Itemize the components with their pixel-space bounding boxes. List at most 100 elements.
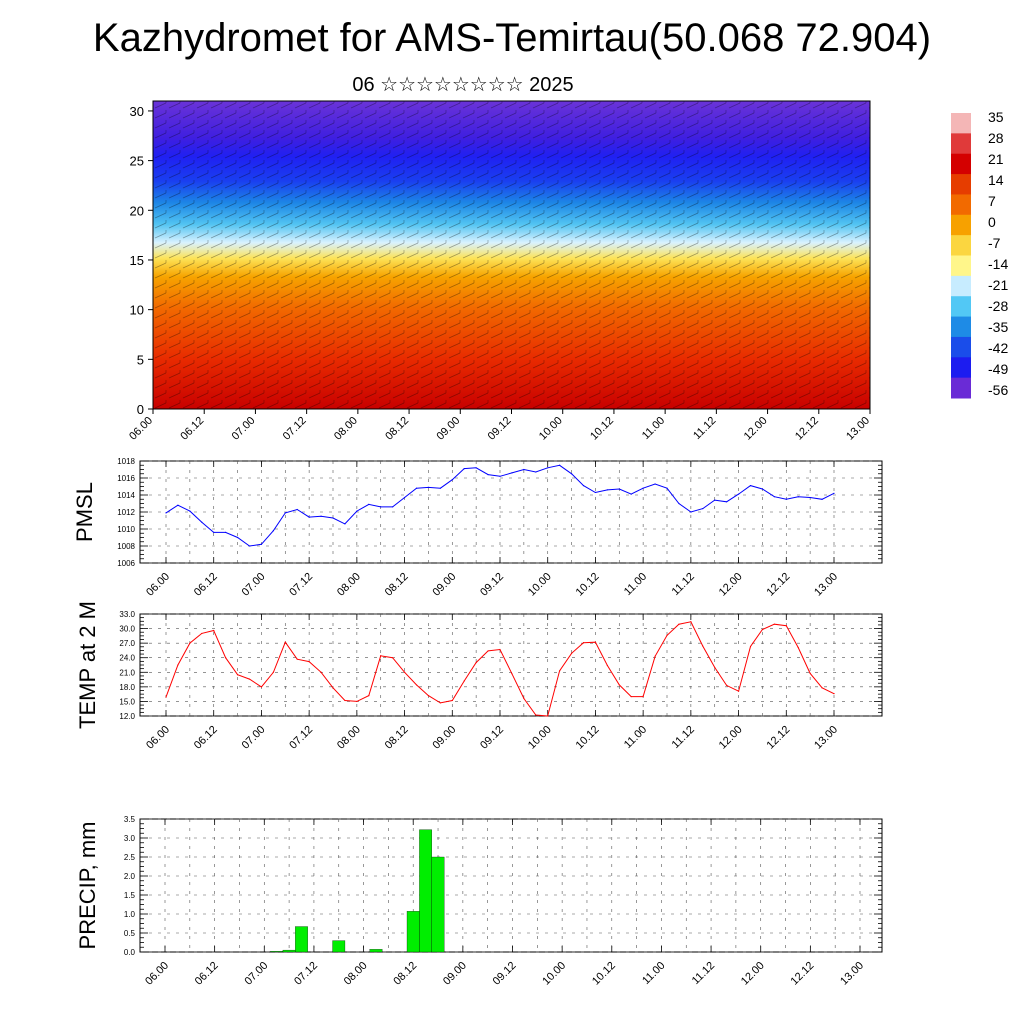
x-tick-label: 09.00 <box>441 960 469 988</box>
x-tick-label: 08.12 <box>391 960 419 988</box>
colorbar-label: 0 <box>988 214 996 230</box>
data-point <box>726 501 728 503</box>
data-point <box>678 502 680 505</box>
x-tick-label: 11.00 <box>640 960 667 987</box>
y-tick-label: 1.5 <box>124 891 136 900</box>
data-point <box>439 487 441 489</box>
data-point <box>487 474 489 476</box>
data-point <box>678 623 680 625</box>
temp-panel: 33.0 30.0 27.0 24.0 21.0 18.0 15.0 12.0 06.00 06.… <box>75 601 883 752</box>
data-point <box>189 510 191 512</box>
precip-bar <box>431 856 445 953</box>
x-tick-label: 06.12 <box>192 724 220 752</box>
x-tick-label: 10.12 <box>574 724 602 752</box>
data-point <box>332 517 334 519</box>
data-point <box>320 515 322 517</box>
colorbar-swatch <box>951 214 971 236</box>
section-x-tick-label: 13.00 <box>844 415 872 443</box>
data-point <box>236 536 239 539</box>
data-point <box>821 687 823 689</box>
x-tick-label: 08.00 <box>335 724 363 752</box>
x-tick-label: 07.12 <box>292 960 320 988</box>
data-point <box>714 499 716 501</box>
colorbar-label: -7 <box>988 235 1001 251</box>
section-x-tick-label: 10.00 <box>537 415 565 443</box>
data-point <box>392 657 394 659</box>
x-tick-label: 06.12 <box>193 960 221 988</box>
y-tick-label: 1008 <box>117 542 135 551</box>
data-point <box>284 512 286 514</box>
y-tick-label: 12.0 <box>119 712 135 721</box>
data-point <box>570 473 573 475</box>
x-tick-label: 07.00 <box>240 571 268 599</box>
data-point <box>749 485 752 487</box>
data-point <box>666 634 668 636</box>
data-point <box>773 623 775 625</box>
colorbar-swatch <box>951 194 971 216</box>
y-tick-label: 1.0 <box>124 910 136 919</box>
data-point <box>201 521 203 523</box>
data-point <box>296 508 298 511</box>
colorbar-label: -35 <box>988 319 1008 335</box>
data-point <box>785 625 787 627</box>
cross-section-panel: 0 5 10 15 20 25 30 06.00 06.12 07.00 07.12 08.00 08.… <box>127 100 872 443</box>
data-point <box>523 697 525 700</box>
data-point <box>797 646 799 649</box>
data-point <box>737 493 740 495</box>
data-point <box>248 678 251 680</box>
data-point <box>165 696 167 698</box>
data-point <box>690 511 692 513</box>
data-point <box>618 488 620 490</box>
data-point <box>773 496 775 498</box>
x-tick-label: 07.00 <box>240 724 268 752</box>
data-point <box>380 506 382 508</box>
data-point <box>463 680 465 682</box>
page-subtitle: 06 ☆☆☆☆☆☆☆☆ 2025 <box>352 74 574 96</box>
data-point <box>821 498 823 500</box>
colorbar-label: 28 <box>988 130 1004 146</box>
colorbar: 35 28 21 14 7 0 -7 -14 -21 -28 -35 -42 -49 -56 <box>951 109 1008 399</box>
x-tick-label: 11.00 <box>622 724 649 751</box>
x-tick-label: 11.12 <box>690 960 717 987</box>
y-tick-label: 30.0 <box>119 625 135 634</box>
section-x-tick-label: 06.00 <box>127 415 155 443</box>
data-point <box>833 492 835 494</box>
x-tick-label: 10.12 <box>574 571 602 599</box>
data-point <box>380 655 382 657</box>
data-point <box>463 468 465 470</box>
y-tick-label: 21.0 <box>119 668 135 677</box>
data-point <box>618 684 620 686</box>
data-point <box>737 690 740 692</box>
x-tick-label: 10.00 <box>526 724 554 752</box>
x-tick-label: 12.12 <box>764 724 792 752</box>
precip-bar <box>332 940 346 953</box>
data-point <box>511 472 513 474</box>
data-point <box>535 714 537 716</box>
data-point <box>559 464 561 466</box>
data-point <box>403 671 406 673</box>
y-tick-label: 27.0 <box>119 639 135 648</box>
y-tick-label: 2.0 <box>124 872 136 881</box>
data-point <box>523 468 525 471</box>
x-tick-label: 06.00 <box>144 724 172 752</box>
data-point <box>415 684 418 686</box>
y-tick-label: 1012 <box>117 508 135 517</box>
x-tick-label: 07.12 <box>287 724 315 752</box>
colorbar-swatch <box>951 357 971 379</box>
data-point <box>475 661 477 664</box>
y-tick-label: 2.5 <box>124 853 136 862</box>
data-point <box>189 642 191 644</box>
x-tick-label: 07.12 <box>287 571 315 599</box>
section-x-tick-label: 08.12 <box>383 415 411 443</box>
section-x-tick-label: 09.00 <box>434 415 462 443</box>
data-point <box>213 629 215 632</box>
x-tick-label: 13.00 <box>812 571 840 599</box>
data-point <box>475 467 477 469</box>
data-point <box>726 684 728 687</box>
data-point <box>308 661 310 663</box>
data-point <box>415 487 418 489</box>
data-point <box>761 628 764 631</box>
data-point <box>260 686 263 688</box>
y-tick-label: 33.0 <box>119 610 135 619</box>
colorbar-label: 35 <box>988 109 1004 125</box>
